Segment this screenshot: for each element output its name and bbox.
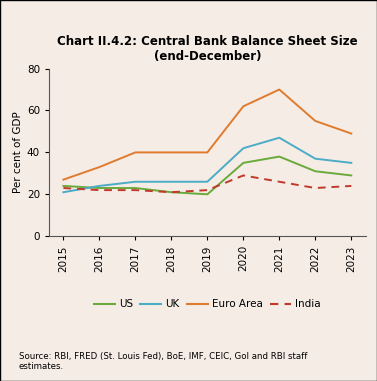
UK <box>313 157 317 161</box>
US <box>349 173 354 178</box>
Line: Euro Area: Euro Area <box>63 90 351 180</box>
Line: UK: UK <box>63 138 351 192</box>
India <box>97 188 102 192</box>
US <box>241 161 245 165</box>
US <box>169 190 174 195</box>
India <box>133 188 138 192</box>
Legend: US, UK, Euro Area, India: US, UK, Euro Area, India <box>90 295 325 314</box>
India <box>61 186 66 190</box>
Line: India: India <box>63 175 351 192</box>
UK <box>241 146 245 150</box>
India <box>241 173 245 178</box>
Title: Chart II.4.2: Central Bank Balance Sheet Size
(end-December): Chart II.4.2: Central Bank Balance Sheet… <box>57 35 358 63</box>
US <box>97 186 102 190</box>
UK <box>277 136 282 140</box>
UK <box>133 179 138 184</box>
Euro Area <box>97 165 102 170</box>
UK <box>349 161 354 165</box>
Euro Area <box>169 150 174 155</box>
US <box>133 186 138 190</box>
Text: Source: RBI, FRED (St. Louis Fed), BoE, IMF, CEIC, GoI and RBI staff
estimates.: Source: RBI, FRED (St. Louis Fed), BoE, … <box>19 352 307 371</box>
Euro Area <box>313 119 317 123</box>
Euro Area <box>133 150 138 155</box>
India <box>313 186 317 190</box>
Euro Area <box>277 87 282 92</box>
US <box>205 192 210 197</box>
India <box>277 179 282 184</box>
UK <box>97 184 102 188</box>
UK <box>169 179 174 184</box>
India <box>349 184 354 188</box>
Y-axis label: Per cent of GDP: Per cent of GDP <box>13 112 23 193</box>
Euro Area <box>349 131 354 136</box>
UK <box>205 179 210 184</box>
US <box>277 154 282 159</box>
Line: US: US <box>63 157 351 194</box>
Euro Area <box>61 178 66 182</box>
UK <box>61 190 66 195</box>
India <box>169 190 174 195</box>
US <box>61 184 66 188</box>
Euro Area <box>241 104 245 109</box>
US <box>313 169 317 174</box>
Euro Area <box>205 150 210 155</box>
India <box>205 188 210 192</box>
